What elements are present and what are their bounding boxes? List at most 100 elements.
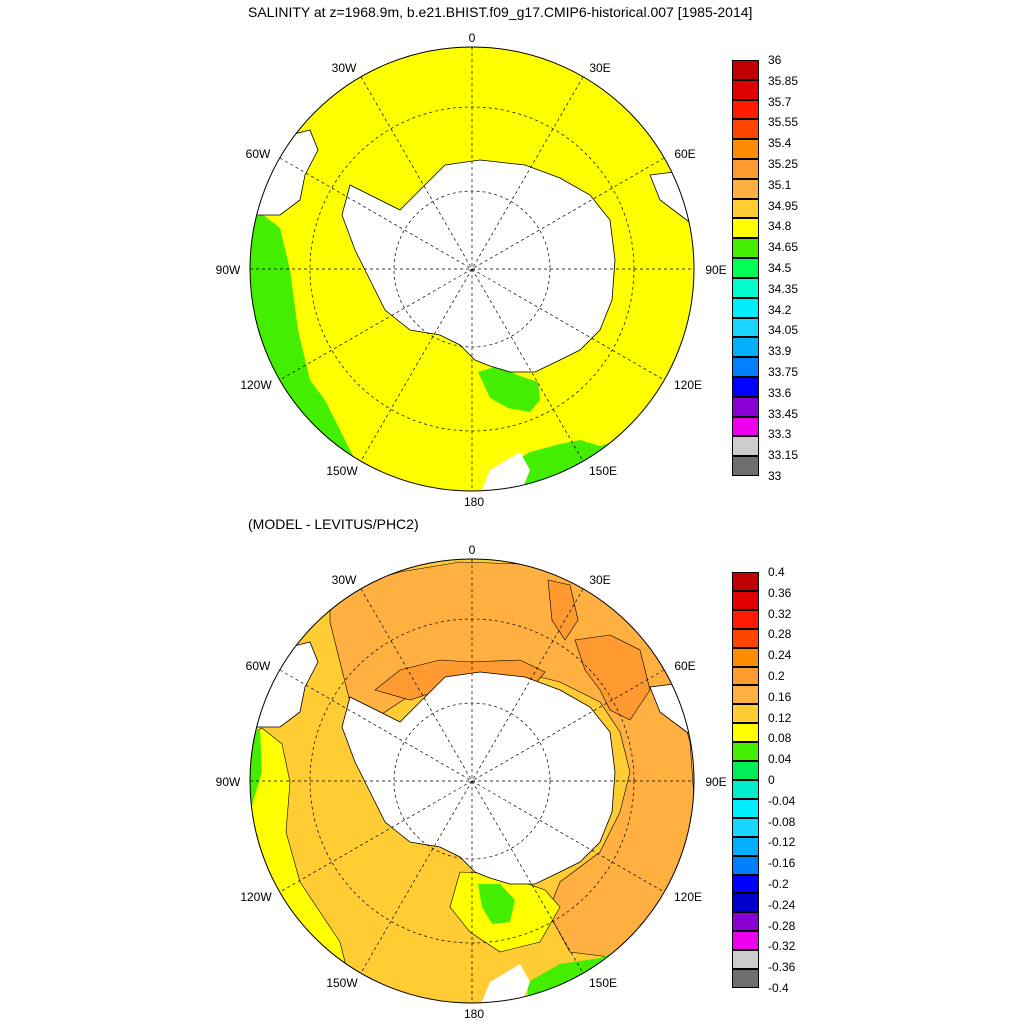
colorbar-swatch	[732, 198, 759, 219]
colorbar-swatch	[732, 99, 759, 120]
lon-label-30e-2: 30E	[589, 573, 611, 587]
plot-title: SALINITY at z=1968.9m, b.e21.BHIST.f09_g…	[248, 4, 753, 20]
colorbar-swatch	[732, 357, 759, 377]
map-boundary-circle	[249, 46, 695, 492]
colorbar-swatch	[732, 376, 759, 397]
difference-green-patch-west	[250, 730, 262, 812]
colorbar-label: 0.24	[768, 648, 792, 663]
colorbar-label: 35.25	[768, 157, 799, 171]
lon-label-30e: 30E	[589, 61, 611, 75]
lon-label-90w-2: 90W	[215, 775, 241, 789]
colorbar-swatch	[732, 297, 759, 318]
lon-label-0-2: 0	[468, 543, 476, 557]
colorbar-label: 33	[768, 469, 782, 483]
colorbar-label: 34.95	[768, 198, 799, 213]
colorbar-swatch	[732, 159, 759, 179]
difference-polar-map	[249, 558, 695, 1004]
colorbar-label: 0.4	[768, 565, 785, 579]
graticule-lines	[250, 47, 694, 491]
lon-label-120e: 120E	[673, 378, 703, 392]
colorbar-swatch	[732, 396, 759, 417]
map-boundary-circle-2	[249, 558, 695, 1004]
lon-label-120e-2: 120E	[673, 890, 703, 904]
colorbar-label: -0.32	[768, 939, 796, 954]
difference-green-patch-ross	[478, 884, 515, 924]
antarctica-landmass-2	[341, 671, 616, 885]
lon-label-150w-2: 150W	[326, 976, 358, 990]
colorbar-label: 33.6	[768, 385, 792, 400]
colorbar-label: -0.2	[768, 877, 789, 891]
colorbar-label: 34.2	[768, 302, 792, 317]
colorbar-label: 35.85	[768, 73, 799, 88]
lon-label-150e: 150E	[588, 464, 618, 478]
colorbar-swatch	[732, 666, 759, 686]
colorbar-swatch	[732, 436, 759, 457]
colorbar-swatch	[732, 337, 759, 358]
colorbar-label: 33.9	[768, 344, 792, 359]
salinity-map-panel: 0 30E 60E 90E 120E 150E 180 150W 120W 90…	[215, 31, 799, 509]
colorbar-label: 33.15	[768, 448, 799, 463]
colorbar-swatch	[732, 647, 759, 667]
colorbar-label: -0.04	[768, 793, 796, 808]
colorbar-swatch	[732, 139, 759, 160]
colorbar-swatch	[732, 609, 759, 629]
colorbar-label: 34.05	[768, 323, 799, 338]
lon-label-90w: 90W	[215, 263, 241, 277]
new-zealand-landmass-2	[480, 964, 530, 1003]
colorbar-swatch	[732, 855, 759, 875]
colorbar-swatch	[732, 79, 759, 100]
colorbar-swatch	[732, 912, 759, 932]
colorbar-swatch	[732, 761, 759, 780]
colorbar-swatch	[732, 218, 759, 239]
colorbar-label: 0.16	[768, 689, 792, 704]
colorbar-label: -0.28	[768, 918, 796, 933]
colorbar-swatch	[732, 874, 759, 894]
colorbar-swatch	[732, 60, 759, 80]
lon-label-150e-2: 150E	[588, 976, 618, 990]
colorbar-label: -0.16	[768, 856, 796, 871]
colorbar-label: 33.3	[768, 427, 792, 442]
colorbar-swatch	[732, 317, 759, 338]
salinity-polar-map	[249, 46, 695, 492]
colorbar-label: 36	[768, 53, 782, 67]
colorbar-swatch	[732, 836, 759, 856]
colorbar-swatch	[732, 969, 759, 988]
colorbar-label: 34.5	[768, 261, 792, 275]
colorbar-label: -0.36	[768, 960, 796, 975]
colorbar-swatch	[732, 258, 759, 278]
colorbar-label: 34.35	[768, 281, 799, 296]
lon-label-30w: 30W	[331, 61, 357, 75]
colorbar-label: -0.12	[768, 835, 796, 850]
lon-label-60w-2: 60W	[245, 659, 271, 673]
lon-label-90e: 90E	[705, 263, 727, 277]
lon-label-60e: 60E	[674, 147, 696, 161]
colorbar-swatch	[732, 893, 759, 913]
colorbar-swatch	[732, 704, 759, 724]
new-zealand-landmass	[480, 452, 530, 491]
lon-label-180-2: 180	[463, 1007, 485, 1021]
lon-label-30w-2: 30W	[331, 573, 357, 587]
colorbar-label: 34.8	[768, 219, 792, 234]
colorbar-swatch	[732, 628, 759, 648]
colorbar-swatch	[732, 238, 759, 259]
difference-map-panel: 0 30E 60E 90E 120E 150E 180 150W 120W 90…	[0, 512, 1024, 1024]
lon-label-180: 180	[463, 495, 485, 509]
difference-plot-title: (MODEL - LEVITUS/PHC2)	[248, 516, 419, 532]
colorbar-swatch	[732, 416, 759, 437]
lon-label-150w: 150W	[326, 464, 358, 478]
salinity-low-region-ross	[478, 366, 540, 412]
salinity-colorbar	[732, 60, 759, 476]
difference-higher-patch-3	[547, 579, 579, 641]
colorbar-label: 0.12	[768, 710, 792, 725]
lon-label-60e-2: 60E	[674, 659, 696, 673]
colorbar-swatch	[732, 178, 759, 199]
colorbar-label: 0.32	[768, 606, 792, 621]
colorbar-label: 0.04	[768, 752, 792, 767]
colorbar-label: -0.08	[768, 814, 796, 829]
colorbar-label: 35.4	[768, 136, 792, 151]
colorbar-swatch	[732, 780, 759, 799]
colorbar-swatch	[732, 590, 759, 610]
colorbar-swatch	[732, 456, 759, 476]
colorbar-swatch	[732, 742, 759, 762]
difference-colorbar	[732, 572, 759, 988]
